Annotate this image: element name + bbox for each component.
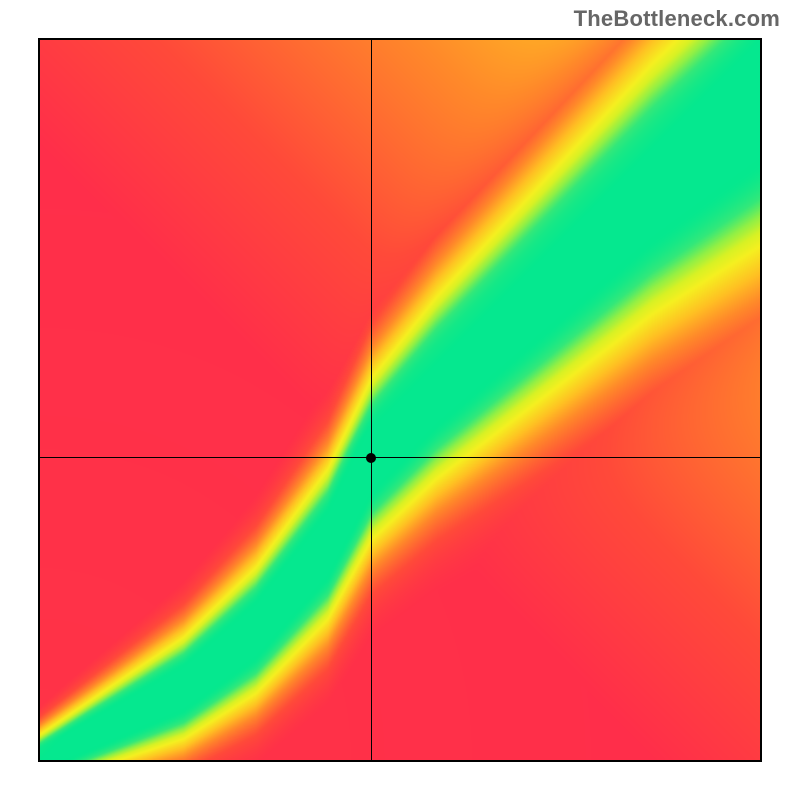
crosshair-horizontal [40, 457, 760, 458]
watermark-text: TheBottleneck.com [574, 6, 780, 32]
heatmap-canvas [40, 40, 760, 760]
crosshair-vertical [371, 40, 372, 760]
chart-container: TheBottleneck.com [0, 0, 800, 800]
plot-area [40, 40, 760, 760]
selection-marker [366, 453, 376, 463]
